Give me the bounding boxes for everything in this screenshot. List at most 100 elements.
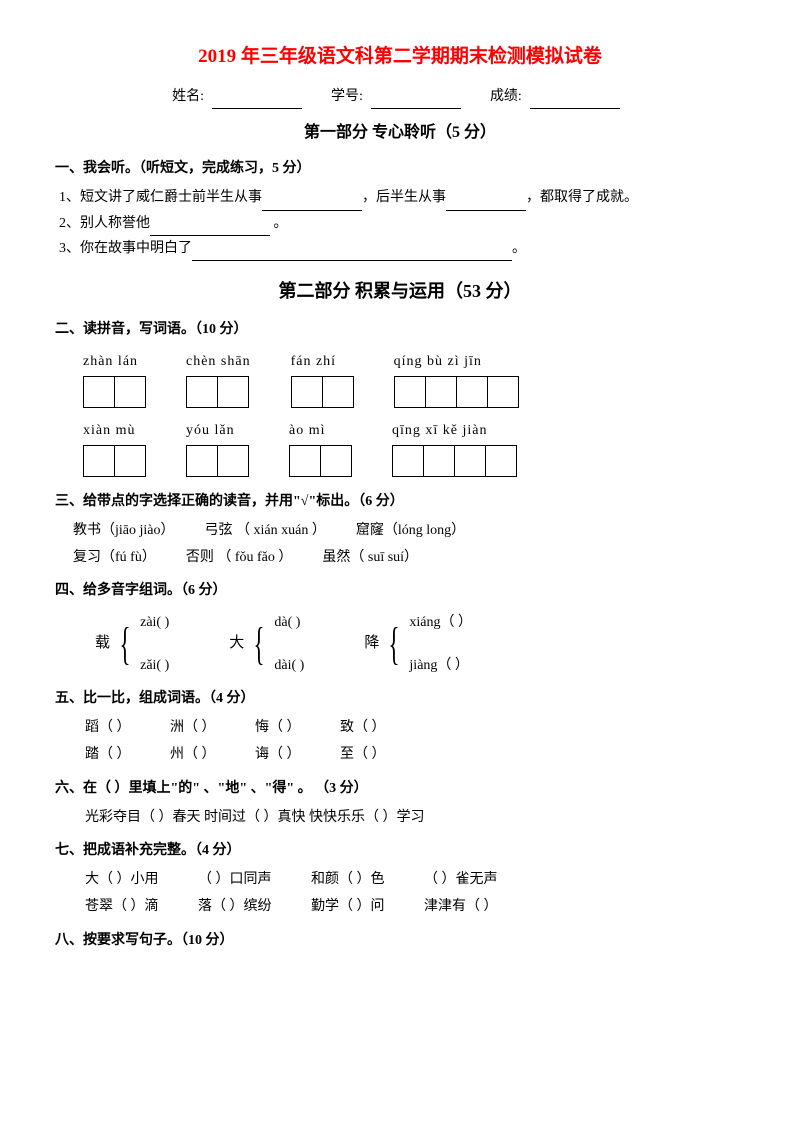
q1-3b: 。 [512,241,526,256]
pinyin-group: yóu lǎn [186,418,249,477]
pinyin-group: xiàn mù [83,418,146,477]
q5-item[interactable]: 致（ ） [340,715,386,740]
q4-group: 载 { zài( ) zǎi( ) [95,610,169,678]
q5-item[interactable]: 至（ ） [340,742,386,767]
q5-item[interactable]: 蹈（ ） [85,715,131,740]
q4-head: 四、给多音字组词。（6 分） [55,578,745,603]
brace-icon: { [389,621,400,667]
char-boxes[interactable] [392,445,517,477]
student-info-line: 姓名: 学号: 成绩: [55,84,745,109]
q1-1-blank1[interactable] [262,197,362,211]
pinyin-text: zhàn lán [83,349,138,374]
q1-2: 2、别人称誉他 。 [59,211,745,236]
pinyin-text: qíng bù zì jīn [394,349,482,374]
q2-head: 二、读拼音，写词语。（10 分） [55,317,745,342]
char-boxes[interactable] [83,376,146,408]
q4-opt[interactable]: dài( ) [274,653,304,678]
q3-item[interactable]: 复习（fú fù） [73,545,156,570]
q4-char: 载 [95,630,110,657]
pinyin-text: qīng xī kě jiàn [392,418,488,443]
q7-head: 七、把成语补充完整。（4 分） [55,838,745,863]
q4-opt[interactable]: zài( ) [140,610,169,635]
q4-group: 降 { xiáng（ ） jiàng（ ） [364,610,472,678]
q8-head: 八、按要求写句子。（10 分） [55,928,745,953]
q7-item[interactable]: （ ）雀无声 [424,867,498,892]
pinyin-text: chèn shān [186,349,251,374]
q7-item[interactable]: 落（ ）缤纷 [198,894,272,919]
q3-row2: 复习（fú fù） 否则 （ fǒu fǎo ） 虽然（ suī suí） [73,545,745,570]
q5-item[interactable]: 悔（ ） [255,715,301,740]
q1-3a: 3、你在故事中明白了 [59,241,192,256]
q4-options[interactable]: dà( ) dài( ) [274,610,304,678]
pinyin-text: yóu lǎn [186,418,235,443]
q5-item[interactable]: 州（ ） [170,742,216,767]
part2-title: 第二部分 积累与运用（53 分） [55,275,745,307]
q7-item[interactable]: 勤学（ ）问 [311,894,385,919]
id-blank[interactable] [371,93,461,109]
q4-options[interactable]: zài( ) zǎi( ) [140,610,169,678]
pinyin-group: zhàn lán [83,349,146,408]
pinyin-row-1: zhàn lán chèn shān fán zhí qíng bù zì jī… [83,349,745,408]
q4-options[interactable]: xiáng（ ） jiàng（ ） [409,610,472,678]
q1-1-blank2[interactable] [446,197,526,211]
brace-icon: { [120,621,131,667]
name-label: 姓名: [172,89,204,104]
q1-1: 1、短文讲了威仁爵士前半生从事，后半生从事，都取得了成就。 [59,185,745,210]
q4-group: 大 { dà( ) dài( ) [229,610,304,678]
id-label: 学号: [331,89,363,104]
q5-row2: 踏（ ） 州（ ） 诲（ ） 至（ ） [85,742,745,767]
q1-3-blank[interactable] [192,247,512,261]
q3-item[interactable]: 否则 （ fǒu fǎo ） [186,545,293,570]
char-boxes[interactable] [186,445,249,477]
q7-row2: 苍翠（ ）滴 落（ ）缤纷 勤学（ ）问 津津有（ ） [85,894,745,919]
q3-item[interactable]: 教书（jiāo jiào） [73,518,175,543]
pinyin-group: qíng bù zì jīn [394,349,519,408]
q3-head: 三、给带点的字选择正确的读音，并用"√"标出。（6 分） [55,489,745,514]
q1-2b: 。 [270,216,288,231]
q4-char: 大 [229,630,244,657]
exam-title: 2019 年三年级语文科第二学期期末检测模拟试卷 [55,40,745,74]
char-boxes[interactable] [289,445,352,477]
score-blank[interactable] [530,93,620,109]
q4-row: 载 { zài( ) zǎi( ) 大 { dà( ) dài( ) 降 { x… [95,610,745,678]
q6-row[interactable]: 光彩夺目（ ）春天 时间过（ ）真快 快快乐乐（ ）学习 [85,805,745,830]
pinyin-text: xiàn mù [83,418,136,443]
char-boxes[interactable] [186,376,249,408]
q4-opt[interactable]: dà( ) [274,610,304,635]
q1-3: 3、你在故事中明白了 。 [59,236,745,261]
q1-1c: ，都取得了成就。 [526,190,638,205]
q7-item[interactable]: 和颜（ ）色 [311,867,385,892]
q7-item[interactable]: 大（ ）小用 [85,867,159,892]
q4-opt[interactable]: jiàng（ ） [409,653,472,678]
char-boxes[interactable] [83,445,146,477]
q7-item[interactable]: （ ）口同声 [198,867,272,892]
q4-opt[interactable]: zǎi( ) [140,653,169,678]
q4-char: 降 [364,630,379,657]
q1-head: 一、我会听。（听短文，完成练习，5 分） [55,156,745,181]
char-boxes[interactable] [291,376,354,408]
q5-row1: 蹈（ ） 洲（ ） 悔（ ） 致（ ） [85,715,745,740]
brace-icon: { [254,621,265,667]
q5-item[interactable]: 诲（ ） [255,742,301,767]
q1-2-blank[interactable] [150,222,270,236]
char-boxes[interactable] [394,376,519,408]
name-blank[interactable] [212,93,302,109]
q3-item[interactable]: 虽然（ suī suí） [322,545,418,570]
q5-head: 五、比一比，组成词语。（4 分） [55,686,745,711]
q4-opt[interactable]: xiáng（ ） [409,610,472,635]
q3-row1: 教书（jiāo jiào） 弓弦 （ xián xuán ） 窟窿（lóng l… [73,518,745,543]
part1-title: 第一部分 专心聆听（5 分） [55,119,745,148]
q5-item[interactable]: 洲（ ） [170,715,216,740]
q5-item[interactable]: 踏（ ） [85,742,131,767]
q3-item[interactable]: 弓弦 （ xián xuán ） [205,518,326,543]
pinyin-group: ào mì [289,418,352,477]
q7-item[interactable]: 津津有（ ） [424,894,498,919]
pinyin-row-2: xiàn mù yóu lǎn ào mì qīng xī kě jiàn [83,418,745,477]
q1-1b: ，后半生从事 [362,190,446,205]
q7-item[interactable]: 苍翠（ ）滴 [85,894,159,919]
q7-row1: 大（ ）小用 （ ）口同声 和颜（ ）色 （ ）雀无声 [85,867,745,892]
q1-2a: 2、别人称誉他 [59,216,150,231]
pinyin-text: ào mì [289,418,326,443]
score-label: 成绩: [490,89,522,104]
q3-item[interactable]: 窟窿（lóng long） [356,518,465,543]
